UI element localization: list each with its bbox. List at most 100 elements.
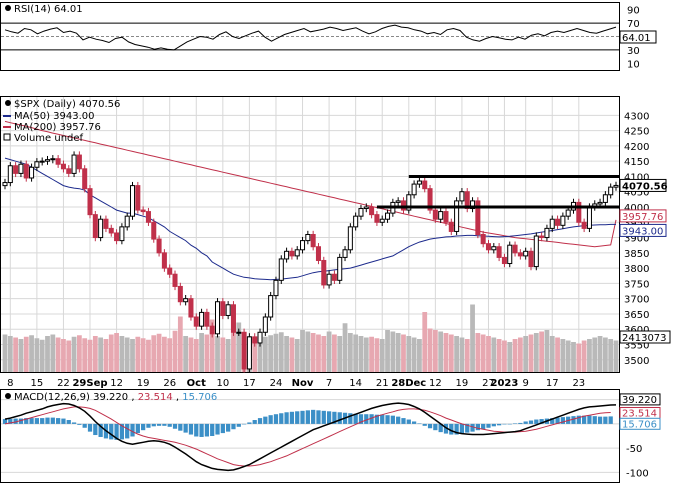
volume-bar — [71, 336, 77, 372]
macd-histogram-bar — [241, 423, 247, 425]
candle-body — [2, 182, 8, 187]
macd-histogram-bar — [422, 423, 427, 426]
x-tick-label: 19 — [137, 378, 150, 389]
candle-body — [177, 285, 183, 303]
price-tick-label: 4150 — [624, 157, 649, 168]
x-tick-label: 17 — [243, 378, 256, 389]
candle-body — [310, 234, 316, 248]
macd-histogram-bar — [550, 418, 555, 424]
macd-histogram-bar — [18, 418, 24, 424]
macd-histogram-bar — [236, 423, 241, 427]
candle-body — [517, 252, 523, 257]
macd-histogram-bar — [475, 423, 480, 431]
candle-body — [374, 214, 380, 223]
macd-histogram-bar — [560, 417, 565, 424]
volume-bar — [464, 339, 470, 372]
macd-frame — [0, 389, 620, 483]
macd-histogram-bar — [438, 423, 443, 433]
macd-tag: 15.706 — [619, 417, 661, 430]
price-tick-label: 4050 — [624, 188, 649, 199]
ma200-legend-label: MA(200) 3957.76 — [14, 122, 101, 133]
candle-body — [161, 252, 167, 269]
price-tick-label: 3550 — [624, 341, 649, 352]
volume-bar — [39, 339, 45, 372]
macd-histogram-bar — [40, 418, 45, 424]
rsi-tick-label: 70 — [627, 19, 640, 30]
x-tick-label: 7 — [326, 378, 332, 389]
candle-body — [76, 154, 82, 170]
candle-body — [119, 226, 125, 242]
x-tick-label: 12 — [110, 378, 123, 389]
candle-body — [416, 180, 422, 185]
candle-body — [427, 188, 433, 211]
x-tick-label: 2023 — [491, 378, 519, 389]
volume-bar — [82, 338, 88, 372]
volume-bar — [602, 337, 608, 372]
price-tick-label: 3650 — [624, 310, 649, 321]
candle-body — [167, 267, 173, 275]
macd-tag-label: 15.706 — [622, 419, 657, 430]
volume-bar — [533, 333, 539, 372]
candle-body — [215, 301, 221, 335]
volume-bar — [278, 332, 284, 372]
volume-bar — [581, 340, 587, 372]
macd-histogram-bar — [502, 423, 507, 425]
volume-bar — [374, 338, 380, 372]
candle-body — [475, 200, 481, 235]
price-tick-label: 4100 — [624, 172, 649, 183]
candle-body — [443, 211, 449, 223]
macd-histogram-bar — [50, 417, 55, 424]
price-tick-label: 3700 — [624, 295, 649, 306]
candle-body — [321, 259, 327, 286]
x-tick-label: Nov — [292, 378, 314, 389]
macd-histogram-bar — [24, 418, 29, 424]
volume-bar — [268, 335, 274, 372]
macd-histogram-bar — [401, 418, 406, 424]
volume-bar — [475, 333, 481, 372]
price-legend: $SPX (Daily) 4070.56 MA(50) 3943.00 MA(2… — [3, 99, 120, 144]
candle-body — [501, 256, 507, 265]
macd-histogram-bar — [470, 423, 475, 432]
macd-histogram-bar — [433, 423, 438, 431]
candle-body — [29, 166, 35, 179]
volume-bar — [316, 334, 321, 372]
macd-histogram-bar — [348, 413, 353, 424]
candle-body — [108, 227, 114, 234]
x-axis: 8 15 22 29Sep 12 19 26 Oct 10 17 24 Nov 7 14 21 28Dec 12… — [7, 378, 585, 389]
candle-body — [268, 295, 274, 318]
macd-histogram-bar — [454, 423, 459, 435]
macd-histogram-bar — [369, 414, 374, 424]
macd-histogram-bar — [77, 423, 82, 425]
volume-bar — [23, 336, 29, 372]
volume-bar — [555, 337, 560, 372]
candle-body — [151, 221, 157, 240]
volume-bar — [231, 327, 236, 372]
macd-histogram-bar — [364, 414, 369, 424]
macd-histogram-bar — [571, 416, 576, 424]
macd-histogram-bar — [71, 422, 77, 424]
candle-body — [491, 246, 497, 251]
price-tag-label: 3957.76 — [622, 212, 663, 223]
volume-tag-label: 2413073 — [622, 333, 667, 344]
macd-histogram-bar — [597, 416, 603, 424]
volume-bar — [326, 331, 332, 372]
candle-body — [145, 211, 151, 223]
volume-bar — [130, 339, 135, 372]
candle-body — [363, 206, 369, 210]
candle-body — [549, 218, 555, 229]
macd-histogram-bar — [512, 423, 518, 424]
macd-histogram-bar — [178, 423, 183, 431]
candle-body — [300, 240, 306, 251]
candle-body — [422, 180, 428, 190]
macd-histogram-bar — [8, 419, 13, 424]
x-tick-label: 22 — [57, 378, 70, 389]
price-tag: 3957.76 — [619, 209, 667, 223]
volume-bar — [284, 336, 289, 372]
volume-bar — [135, 336, 141, 372]
macd-line — [4, 402, 617, 472]
macd-histogram-bar — [114, 423, 119, 440]
candle-body — [315, 246, 321, 261]
candle-body — [342, 249, 348, 258]
macd-histogram-bar — [608, 416, 613, 424]
volume-bar — [289, 337, 295, 372]
